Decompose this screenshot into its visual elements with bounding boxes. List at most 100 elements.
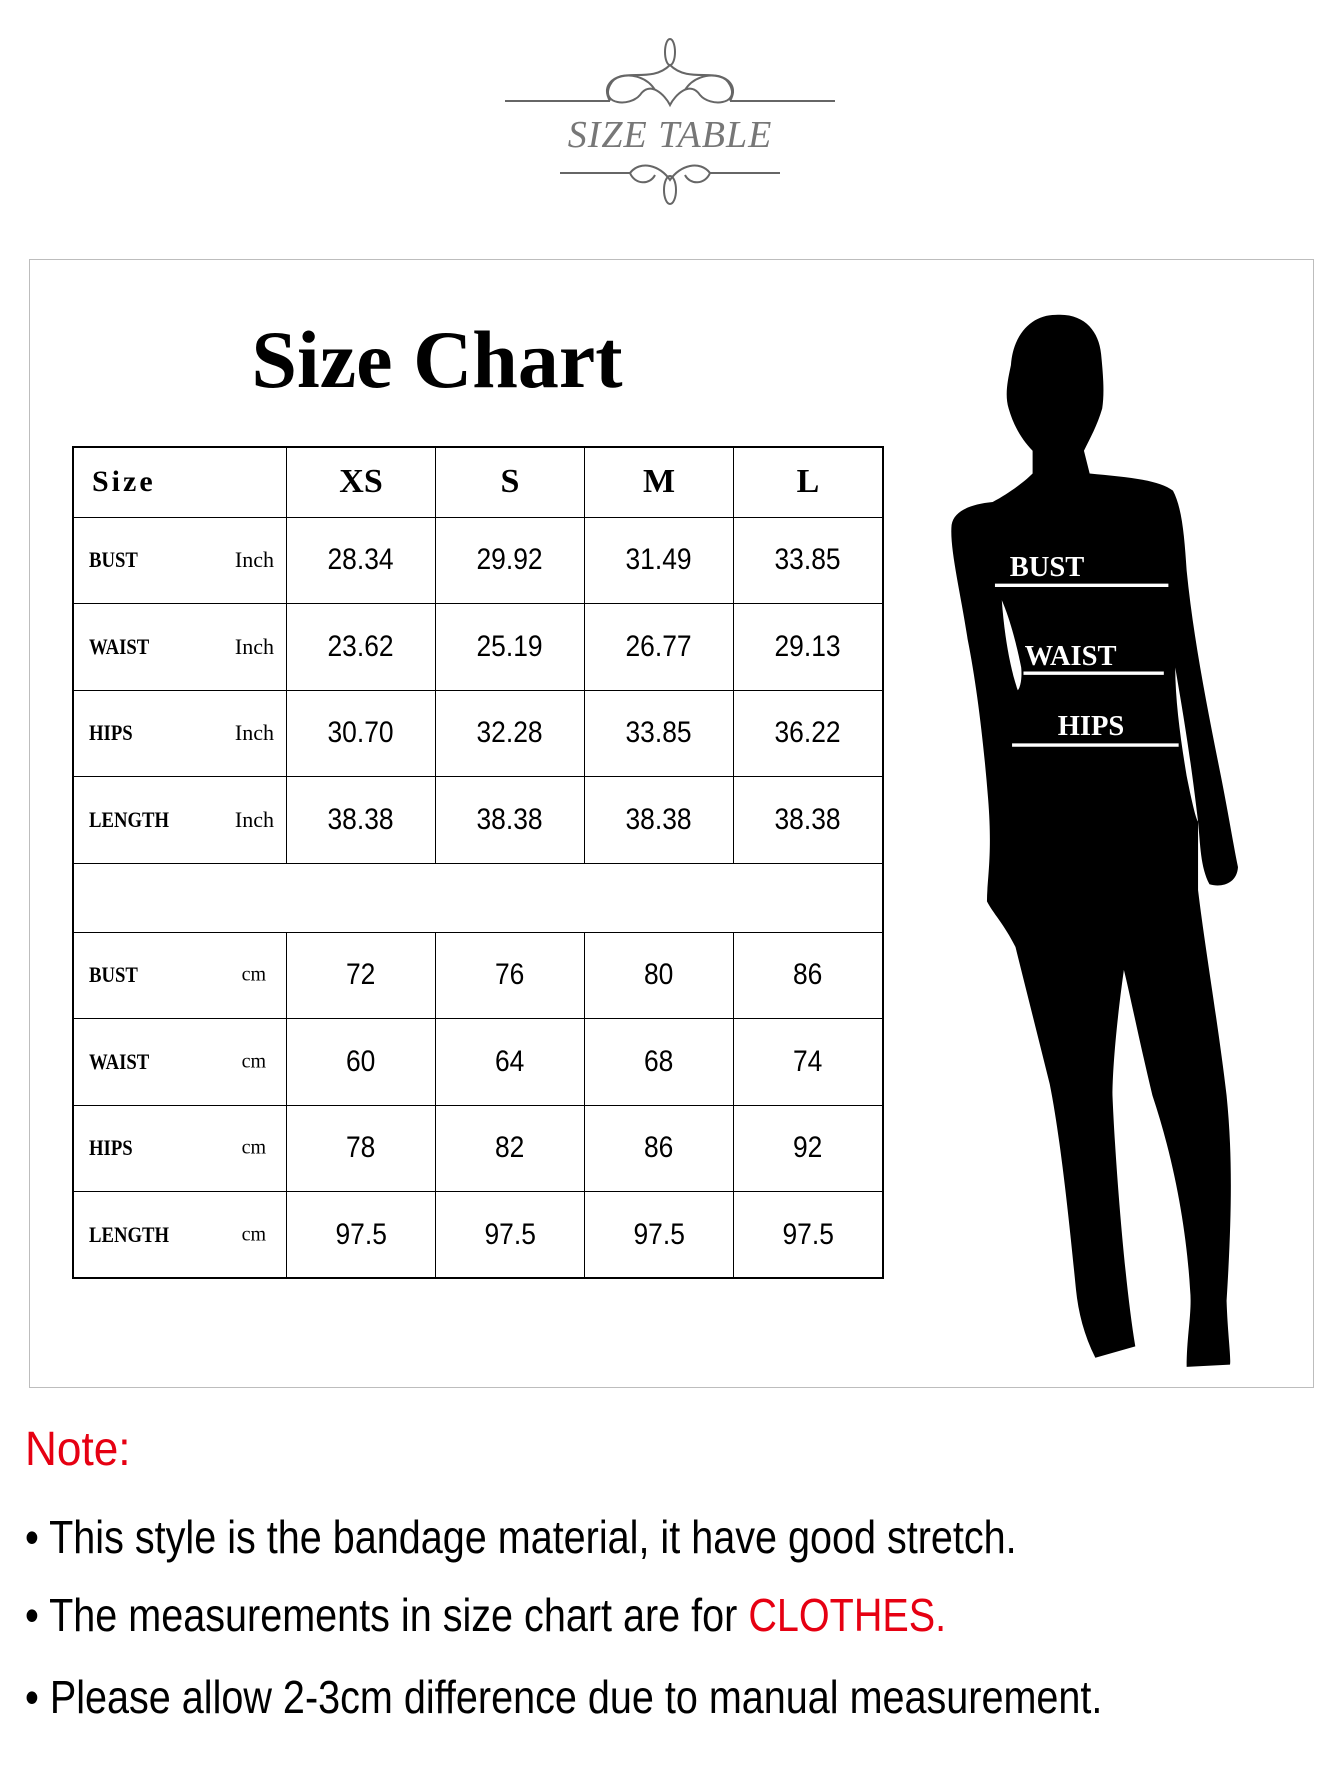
row-label: WAIST Inch [72,603,287,691]
value-cell: 33.85 [733,516,884,604]
unit-label: Inch [234,633,274,659]
value-cell: 72 [286,931,436,1019]
value-cell: 23.62 [286,603,436,691]
table-row: BUST Inch 28.34 29.92 31.49 33.85 [72,516,884,604]
table-row: HIPS cm 78 82 86 92 [72,1104,884,1192]
value-text: 92 [793,1131,823,1165]
row-label: HIPS Inch [72,689,287,777]
value-cell: 68 [584,1018,734,1106]
row-label: BUST Inch [72,516,287,604]
measure-name: BUST [89,547,138,573]
value-text: 74 [793,1044,823,1078]
header-size-s: S [435,446,585,518]
value-text: 29.92 [476,543,544,577]
size-chart-frame [29,259,1314,1388]
value-cell: 38.38 [286,776,436,864]
table-spacer-row [72,862,884,933]
value-text: 28.34 [327,543,395,577]
value-text: 38.38 [476,802,544,836]
value-text: 97.5 [633,1217,685,1251]
measure-name: BUST [89,962,138,988]
unit-label: cm [241,1136,266,1159]
value-cell: 25.19 [435,603,585,691]
value-text: 97.5 [335,1217,387,1251]
value-text: 64 [495,1044,525,1078]
measure-name: HIPS [89,1135,133,1161]
value-cell: 38.38 [435,776,585,864]
measure-name: WAIST [89,1048,150,1074]
table-row: LENGTH cm 97.5 97.5 97.5 97.5 [72,1191,884,1279]
page-title: Size Chart [251,314,623,405]
value-text: 78 [346,1131,376,1165]
unit-label: Inch [234,720,274,746]
row-label: LENGTH cm [72,1191,287,1279]
value-cell: 32.28 [435,689,585,777]
measure-name: LENGTH [89,806,170,832]
measure-name: HIPS [89,720,133,746]
value-text: 80 [644,958,674,992]
table-row: LENGTH Inch 38.38 38.38 38.38 38.38 [72,776,884,864]
spacer-cell [72,862,884,933]
value-cell: 64 [435,1018,585,1106]
note-bullet-3: • Please allow 2-3cm difference due to m… [25,1670,1102,1724]
note-text: This style is the bandage material, it h… [49,1511,1017,1563]
table-row: HIPS Inch 30.70 32.28 33.85 36.22 [72,689,884,777]
value-cell: 38.38 [584,776,734,864]
value-text: 38.38 [327,802,395,836]
note-heading: Note: [25,1423,131,1476]
value-text: 33.85 [625,716,693,750]
table-header-row: Size XS S M L [72,446,884,518]
value-cell: 38.38 [733,776,884,864]
note-text: The measurements in size chart are for [49,1589,749,1641]
row-label: BUST cm [72,931,287,1019]
value-text: 68 [644,1044,674,1078]
unit-label: cm [241,1050,266,1073]
header-size-l: L [733,446,884,518]
logo-text: SIZE TABLE [567,114,773,156]
value-text: 38.38 [625,802,693,836]
bullet-icon: • [25,1511,39,1563]
size-table-logo: SIZE TABLE [500,35,840,210]
value-text: 82 [495,1131,525,1165]
value-cell: 29.92 [435,516,585,604]
value-text: 86 [793,958,823,992]
value-cell: 36.22 [733,689,884,777]
unit-label: cm [241,963,266,986]
table-row: WAIST Inch 23.62 25.19 26.77 29.13 [72,603,884,691]
value-text: 97.5 [484,1217,536,1251]
unit-label: cm [241,1223,266,1245]
table-row: WAIST cm 60 64 68 74 [72,1018,884,1106]
value-cell: 31.49 [584,516,734,604]
value-cell: 74 [733,1018,884,1106]
value-cell: 92 [733,1104,884,1192]
unit-label: Inch [234,806,274,832]
value-cell: 60 [286,1018,436,1106]
value-cell: 97.5 [286,1191,436,1279]
value-text: 97.5 [782,1217,834,1251]
bullet-icon: • [25,1671,39,1723]
value-text: 25.19 [476,629,544,663]
value-cell: 82 [435,1104,585,1192]
measure-name: LENGTH [89,1221,170,1247]
value-cell: 97.5 [584,1191,734,1279]
value-text: 86 [644,1131,674,1165]
size-table: Size XS S M L BUST Inch 28.34 29.92 31.49 33.85 WAI… [72,446,884,1279]
row-label: LENGTH Inch [72,776,287,864]
value-text: 23.62 [327,629,395,663]
value-text: 33.85 [774,543,842,577]
value-text: 26.77 [625,629,693,663]
header-size-xs: XS [286,446,436,518]
value-cell: 97.5 [733,1191,884,1279]
value-text: 30.70 [327,716,395,750]
value-cell: 80 [584,931,734,1019]
note-text: Please allow 2-3cm difference due to man… [49,1671,1103,1723]
note-bullet-1: • This style is the bandage material, it… [25,1510,1017,1564]
row-label: HIPS cm [72,1104,287,1192]
value-text: 32.28 [476,716,544,750]
value-text: 38.38 [774,802,842,836]
value-text: 76 [495,958,525,992]
note-highlight: CLOTHES. [748,1589,947,1641]
value-text: 60 [346,1044,376,1078]
value-cell: 97.5 [435,1191,585,1279]
row-label: WAIST cm [72,1018,287,1106]
